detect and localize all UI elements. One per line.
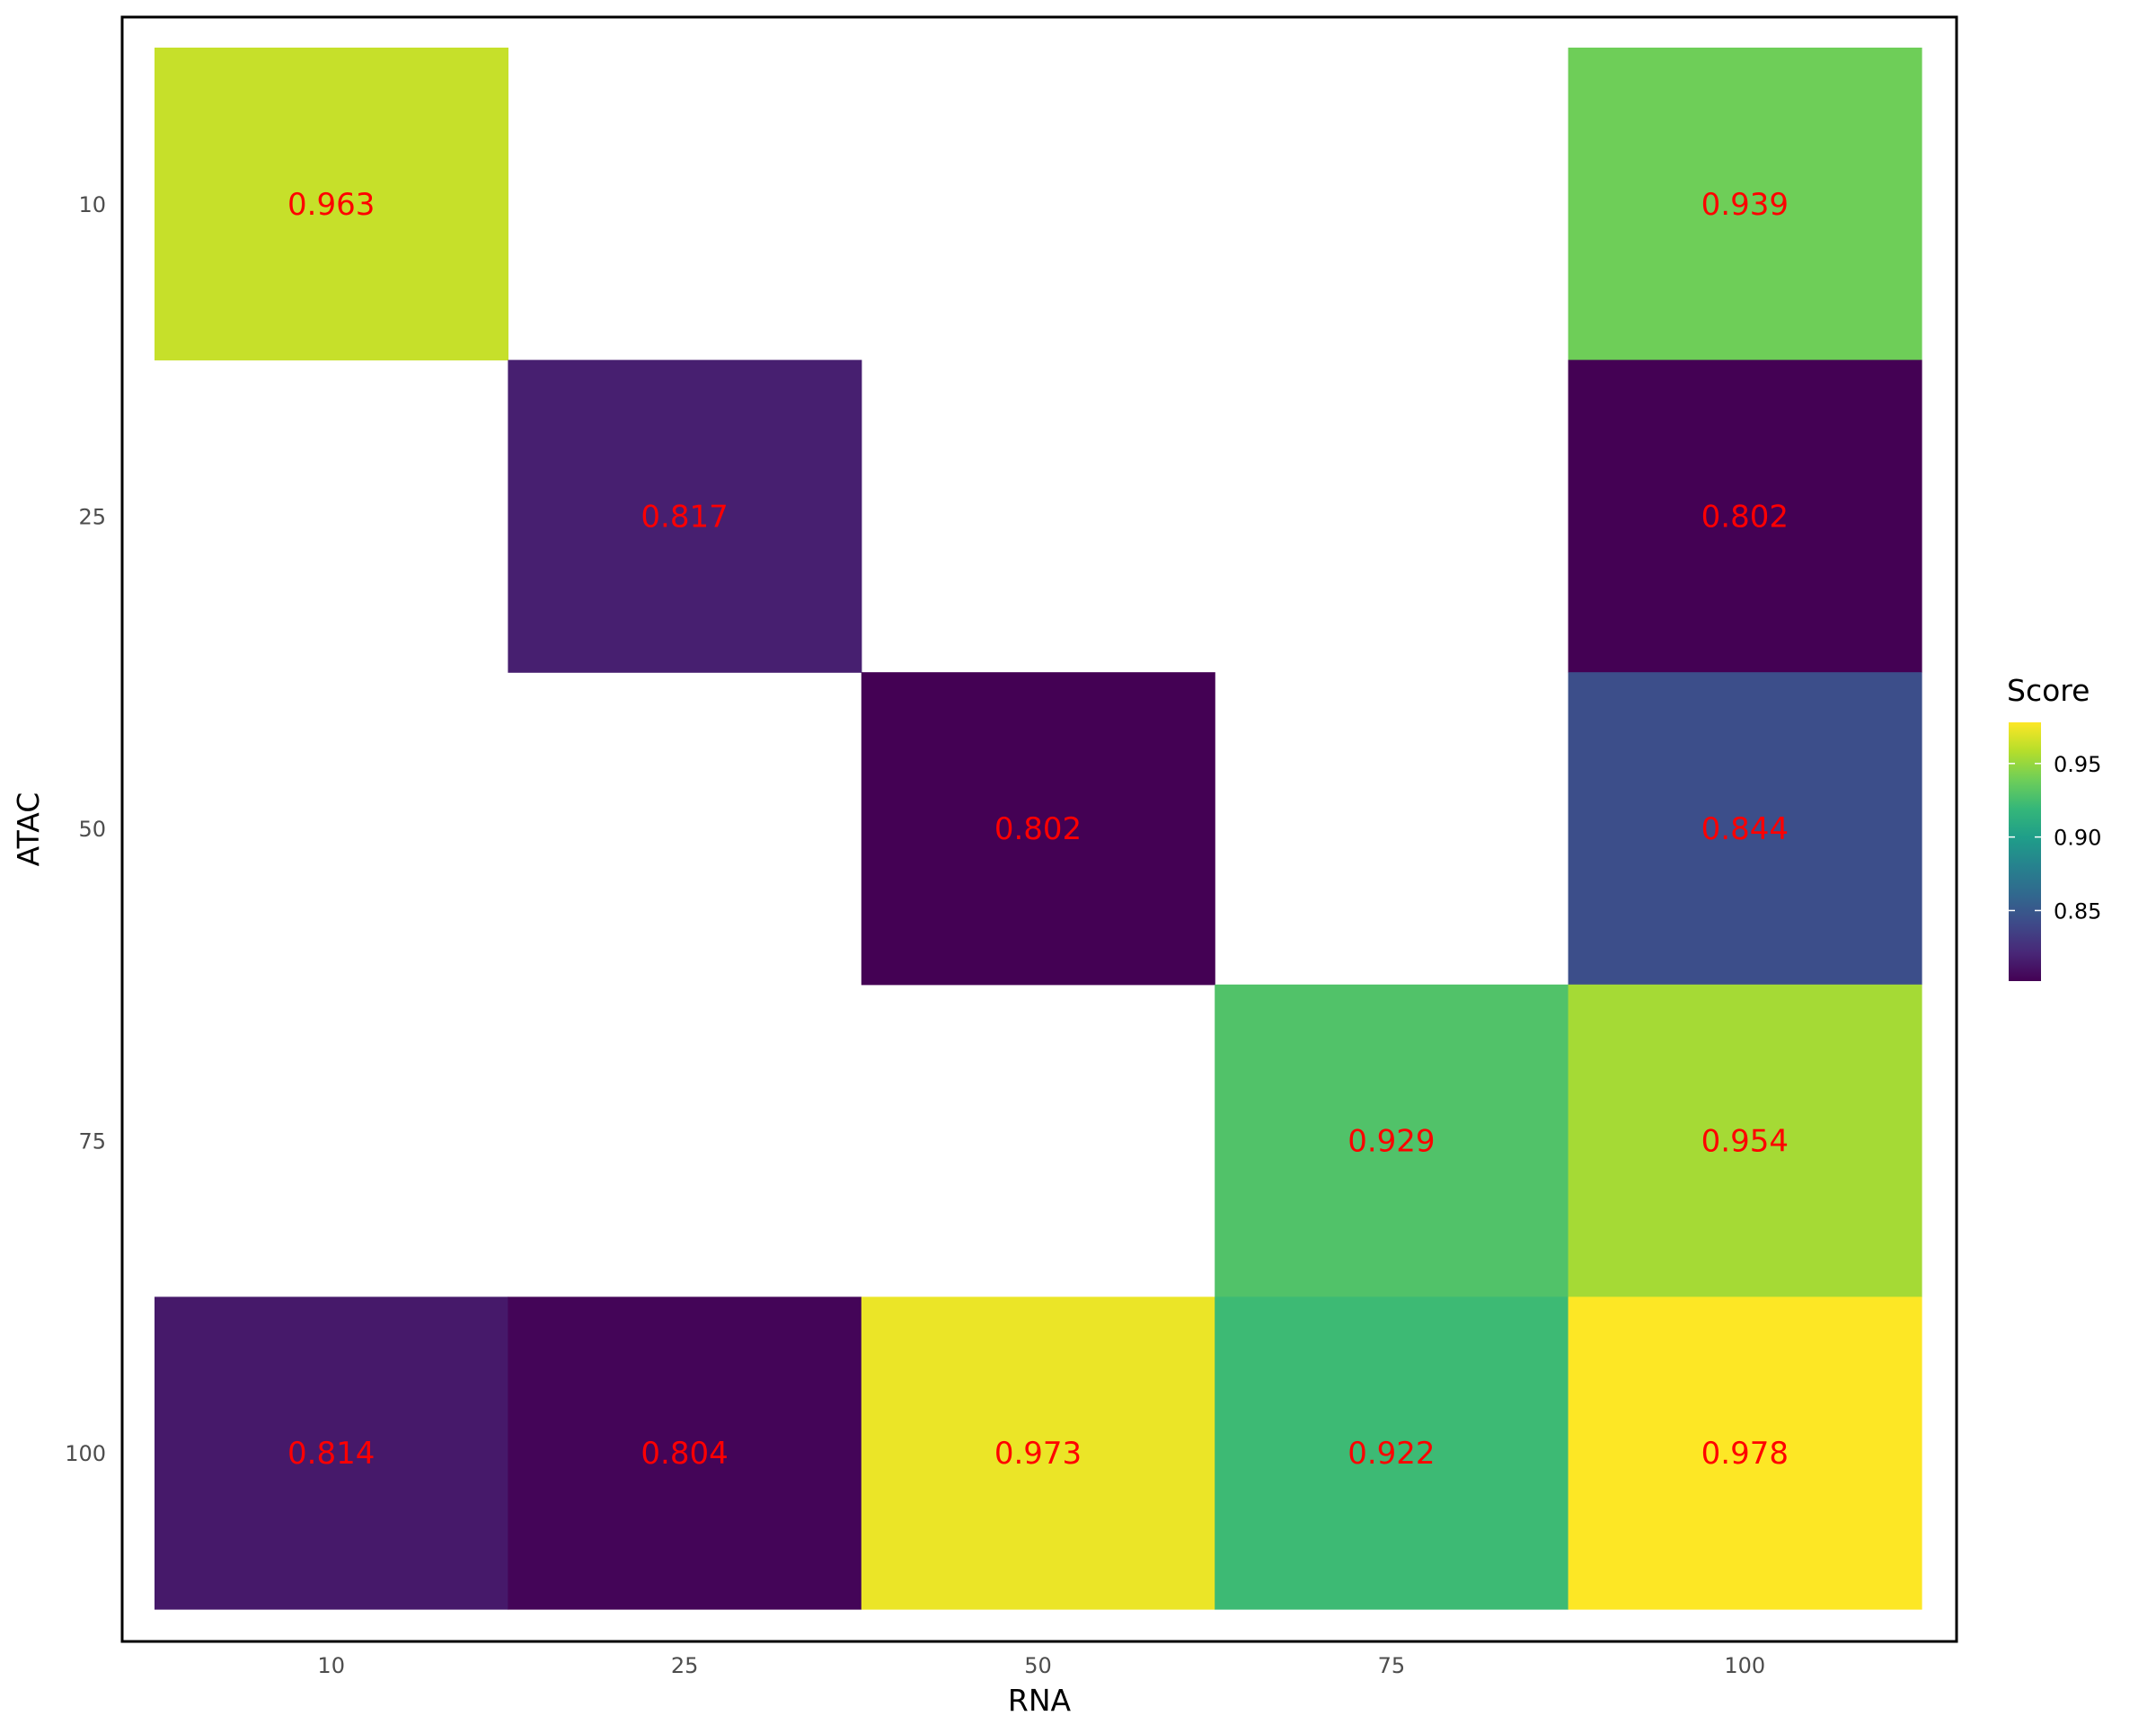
x-axis-title: RNA [1008,1683,1072,1718]
cell-value-label: 0.963 [287,187,375,223]
heatmap-cell [1568,359,1922,673]
y-tick-label: 75 [78,1129,106,1154]
cell-value-label: 0.802 [994,811,1082,847]
cell-value-label: 0.939 [1701,187,1789,223]
cell-value-label: 0.978 [1701,1436,1789,1472]
y-tick-label: 10 [78,192,106,217]
y-tick-label: 50 [78,817,106,842]
x-tick-label: 100 [1724,1653,1765,1678]
x-tick-label: 25 [671,1653,699,1678]
y-axis-title: ATAC [11,792,46,867]
cell-value-label: 0.973 [994,1436,1082,1472]
heatmap-cells: 0.963 0.939 0.817 0.802 0.802 0.844 0.929 0.954… [155,48,1922,1610]
cell-value-label: 0.814 [287,1436,375,1472]
y-tick-label: 100 [65,1441,106,1466]
heatmap-cell [1568,1296,1922,1610]
legend-ticks: 0.85 0.90 0.95 [2009,752,2101,924]
legend-title: Score [2007,673,2090,708]
heatmap-cell [508,1296,862,1610]
legend-colorbar [2009,722,2041,981]
heatmap-cell [1215,1296,1569,1610]
x-tick-label: 75 [1378,1653,1406,1678]
cell-value-label: 0.954 [1701,1124,1789,1160]
legend: Score 0.85 0.90 0.95 [2007,673,2101,981]
heatmap-cell [155,48,508,361]
heatmap-cell [155,1296,508,1610]
legend-tick-label: 0.85 [2054,898,2101,924]
x-tick-label: 10 [317,1653,345,1678]
cell-value-label: 0.929 [1348,1124,1435,1160]
heatmap-cell [1568,48,1922,361]
cell-value-label: 0.844 [1701,811,1789,847]
heatmap-cell [1215,984,1569,1297]
legend-tick-label: 0.90 [2054,826,2101,851]
heatmap-cell [861,672,1215,986]
heatmap-cell [1568,984,1922,1297]
y-axis-ticks: 10 25 50 75 100 [65,192,106,1466]
heatmap-cell [508,359,862,673]
heatmap-cell [1568,672,1922,986]
x-axis-ticks: 10 25 50 75 100 [317,1653,1765,1678]
cell-value-label: 0.804 [641,1436,728,1472]
cell-value-label: 0.817 [641,499,728,535]
legend-tick-label: 0.95 [2054,752,2101,777]
cell-value-label: 0.922 [1348,1436,1435,1472]
y-tick-label: 25 [78,504,106,529]
panel-border [120,15,1958,1643]
cell-value-label: 0.802 [1701,499,1789,535]
x-tick-label: 50 [1024,1653,1052,1678]
heatmap-cell [861,1296,1215,1610]
